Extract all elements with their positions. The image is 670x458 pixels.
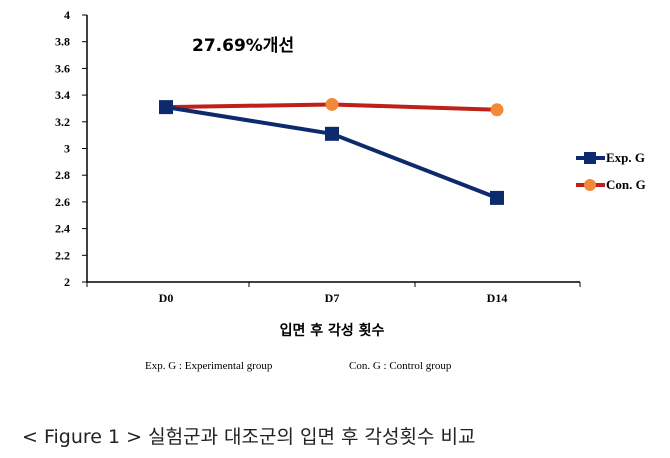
note-con-group: Con. G : Control group (349, 360, 452, 372)
x-tick-label: D7 (325, 291, 340, 305)
legend-label: Exp. G (606, 150, 645, 165)
data-point-exp (159, 100, 173, 115)
x-tick-label: D0 (159, 291, 174, 305)
line-chart: 2 2.2 2.4 2.6 2.8 3 3.2 3.4 3.6 3.8 4 D0 D7 D14 27.6… (55, 8, 646, 372)
y-tick-label: 2.4 (55, 222, 70, 236)
y-tick-label: 2.2 (55, 248, 70, 262)
y-tick-label: 3.4 (55, 88, 70, 102)
y-tick-label: 4 (64, 8, 70, 22)
x-tick-label: D14 (487, 291, 508, 305)
y-tick-label: 3.8 (55, 35, 70, 49)
series-layer (159, 97, 504, 205)
data-point-exp (325, 126, 339, 141)
y-tick-label: 3.6 (55, 61, 70, 75)
y-tick-label: 2.8 (55, 168, 70, 182)
x-axis-label: 입면 후 각성 횟수 (280, 322, 385, 339)
data-point-con (490, 103, 504, 117)
improvement-annotation: 27.69%개선 (192, 36, 294, 56)
y-tick-label: 2 (64, 275, 70, 289)
legend-marker-con (584, 179, 596, 191)
x-axis-ticks: D0 D7 D14 (86, 282, 581, 305)
series-line-exp (165, 105, 498, 200)
legend-label: Con. G (606, 177, 646, 192)
y-tick-label: 3.2 (55, 115, 70, 129)
figure-caption: < Figure 1 > 실험군과 대조군의 입면 후 각성횟수 비교 (22, 426, 476, 448)
note-exp-group: Exp. G : Experimental group (145, 360, 273, 372)
data-point-con (325, 97, 339, 111)
y-tick-label: 3 (64, 142, 70, 156)
y-tick-label: 2.6 (55, 195, 70, 209)
data-point-exp (490, 190, 504, 205)
legend: Exp. G Con. G (576, 150, 646, 192)
y-axis-ticks: 2 2.2 2.4 2.6 2.8 3 3.2 3.4 3.6 3.8 4 (55, 8, 87, 289)
legend-marker-exp (584, 152, 596, 164)
